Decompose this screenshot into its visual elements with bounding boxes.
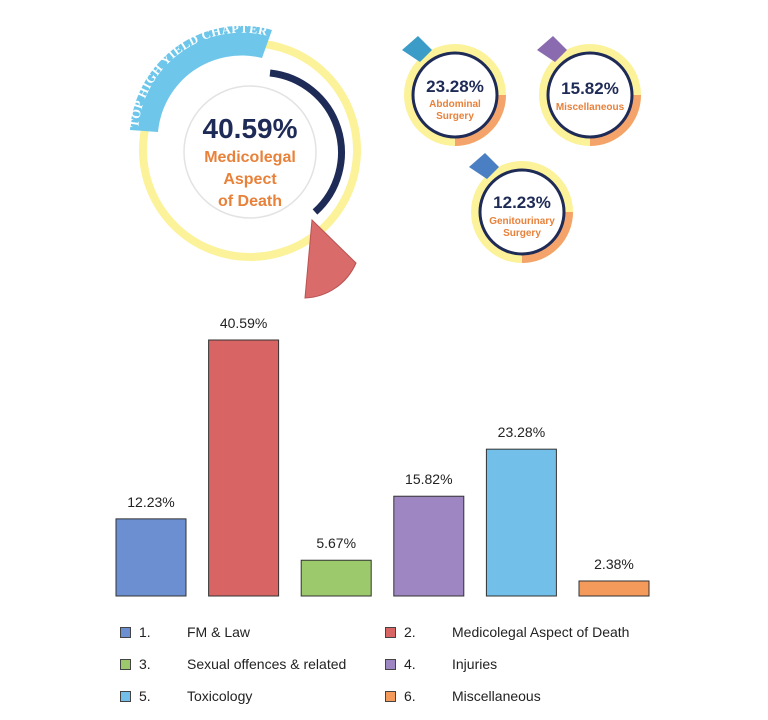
badge-label-line1: Genitourinary [489, 216, 555, 227]
badge-percent: 12.23% [493, 193, 551, 212]
legend-number: 2. [404, 624, 416, 640]
legend-item-6: 6. Miscellaneous [385, 686, 541, 706]
legend-swatch [385, 626, 396, 638]
badge-inner-circle [478, 168, 566, 256]
highlight-label-line1: Medicolegal [204, 149, 296, 166]
badge-tab [469, 153, 499, 179]
infographic-header: TOP HIGH YIELD CHAPTER 40.59% Medicolega… [127, 22, 641, 299]
badge-label-line2: Surgery [436, 111, 474, 122]
legend-item-3: 3. Sexual offences & related [120, 654, 346, 674]
bar-value-label-3: 5.67% [316, 535, 356, 551]
highlight-badge: TOP HIGH YIELD CHAPTER 40.59% Medicolega… [127, 22, 361, 299]
legend-label: Injuries [452, 656, 498, 672]
ribbon-shape [130, 25, 272, 132]
badge-label-line2: Surgery [503, 228, 541, 239]
badge-abdominal-surgery: 23.28% Abdominal Surgery [402, 36, 506, 146]
legend-swatch [385, 690, 396, 702]
highlight-pointer-wedge [304, 218, 357, 299]
bar-value-label-1: 12.23% [127, 494, 174, 510]
legend-item-5: 5. Toxicology [120, 686, 252, 706]
legend-label: Sexual offences & related [187, 656, 347, 672]
badge-tab [537, 36, 567, 62]
bar-value-label-6: 2.38% [594, 556, 634, 572]
chart-legend: 1. FM & Law 2. Medicolegal Aspect of Death 3… [120, 622, 680, 720]
bar-value-label-2: 40.59% [220, 315, 267, 331]
legend-swatch [385, 658, 396, 670]
badge-percent: 23.28% [426, 77, 484, 96]
highlight-navy-arc [269, 69, 345, 215]
legend-label: Medicolegal Aspect of Death [452, 624, 630, 640]
legend-swatch [120, 690, 131, 702]
legend-swatch [120, 626, 131, 638]
legend-number: 1. [139, 624, 151, 640]
highlight-label-line3: of Death [218, 193, 282, 210]
legend-item-1: 1. FM & Law [120, 622, 250, 642]
bar-1 [115, 518, 187, 597]
bar-2 [208, 339, 280, 597]
highlight-percent: 40.59% [203, 113, 298, 144]
bar-6 [578, 580, 650, 597]
bar-5 [485, 448, 557, 597]
bar-value-label-4: 15.82% [405, 471, 452, 487]
badge-inner-circle [411, 51, 499, 139]
legend-label: FM & Law [187, 624, 251, 640]
legend-label: Miscellaneous [452, 688, 541, 704]
badge-inner-circle [546, 51, 634, 139]
legend-swatch [120, 658, 131, 670]
badge-percent: 15.82% [561, 79, 619, 98]
legend-number: 4. [404, 656, 416, 672]
bar-value-label-5: 23.28% [498, 424, 545, 440]
highlight-inner-circle [183, 85, 317, 219]
badge-label-line1: Miscellaneous [556, 102, 625, 113]
legend-number: 6. [404, 688, 416, 704]
bar-3 [300, 559, 372, 597]
badge-genitourinary-surgery: 12.23% Genitourinary Surgery [469, 153, 573, 263]
badge-miscellaneous: 15.82% Miscellaneous [537, 36, 641, 146]
badge-label-line1: Abdominal [429, 99, 481, 110]
legend-item-2: 2. Medicolegal Aspect of Death [385, 622, 629, 642]
legend-label: Toxicology [187, 688, 253, 704]
badge-tab [402, 36, 432, 62]
legend-number: 3. [139, 656, 151, 672]
legend-number: 5. [139, 688, 151, 704]
legend-item-4: 4. Injuries [385, 654, 497, 674]
bar-chart: 12.23% 40.59% 5.67% 15.82% 23.28% 2.38% [115, 315, 650, 597]
highlight-label-line2: Aspect [223, 171, 277, 188]
bar-4 [393, 495, 465, 597]
